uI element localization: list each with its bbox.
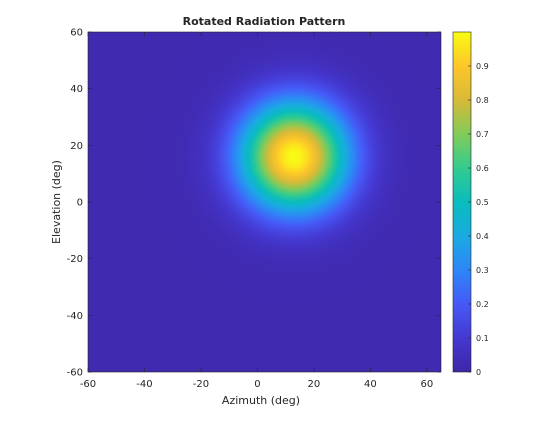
colorbar-tick-label: 0.6 (476, 164, 489, 173)
y-tick-label: 20 (70, 141, 83, 152)
heatmap-image (88, 32, 441, 372)
x-tick-label: -60 (80, 379, 96, 390)
colorbar-tick-label: 0.2 (476, 300, 489, 309)
colorbar-tick-label: 0.4 (476, 232, 489, 241)
x-tick-label: 40 (364, 379, 377, 390)
colorbar (453, 32, 471, 372)
y-tick-label: 0 (77, 198, 83, 209)
chart-title: Rotated Radiation Pattern (183, 15, 346, 28)
colorbar-axis: 0 0.1 0.2 0.3 0.4 0.5 0.6 0.7 0.8 0.9 (468, 62, 489, 377)
y-axis-label: Elevation (deg) (50, 160, 63, 244)
x-tick-label: -40 (136, 379, 152, 390)
x-tick-label: 20 (308, 379, 321, 390)
x-tick-label: -20 (193, 379, 209, 390)
colorbar-tick-label: 0.3 (476, 266, 489, 275)
x-tick-label: 0 (254, 379, 260, 390)
colorbar-tick-label: 0.9 (476, 62, 489, 71)
x-tick-label: 60 (421, 379, 434, 390)
colorbar-tick-label: 0.5 (476, 198, 489, 207)
y-axis: -60 -40 -20 0 20 40 60 (67, 28, 441, 379)
x-axis-label: Azimuth (deg) (222, 394, 300, 407)
colorbar-tick-label: 0.7 (476, 130, 489, 139)
y-tick-label: -20 (67, 254, 83, 265)
y-tick-label: 40 (70, 84, 83, 95)
colorbar-tick-label: 0.1 (476, 334, 489, 343)
y-tick-label: 60 (70, 28, 83, 39)
colorbar-tick-label: 0 (476, 368, 481, 377)
y-tick-label: -60 (67, 368, 83, 379)
x-axis: -60 -40 -20 0 20 40 60 (80, 32, 433, 390)
y-tick-label: -40 (67, 311, 83, 322)
colorbar-tick-label: 0.8 (476, 96, 489, 105)
